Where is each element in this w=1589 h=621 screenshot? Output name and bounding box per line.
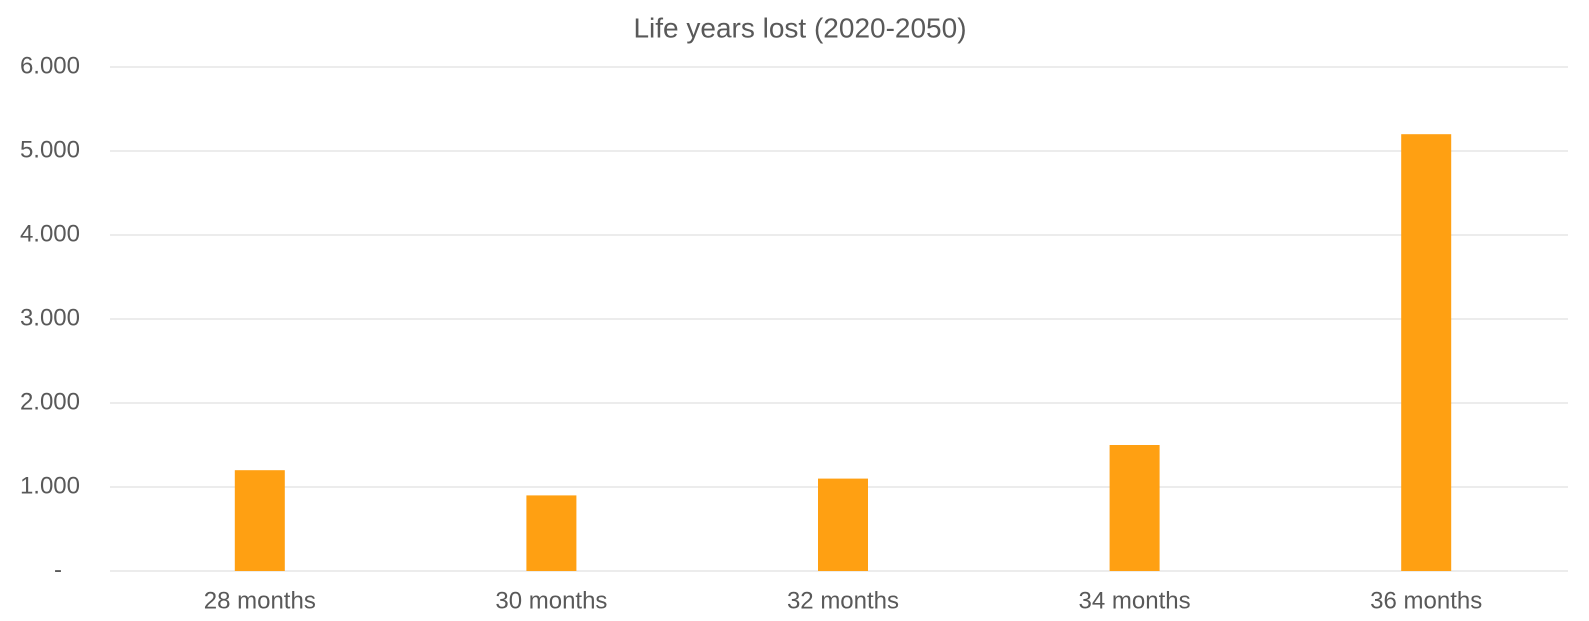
bar (1109, 445, 1160, 571)
y-tick-label: 6.000 (20, 52, 80, 79)
y-tick-label: 4.000 (20, 220, 80, 247)
y-tick-label: 3.000 (20, 304, 80, 331)
bar (818, 478, 868, 571)
x-tick-label: 34 months (1079, 587, 1191, 614)
y-tick-label: 1.000 (20, 472, 80, 499)
bar (234, 470, 285, 571)
x-tick-label: 28 months (204, 587, 316, 614)
bar (526, 495, 577, 571)
bar (1401, 134, 1452, 571)
x-tick-label: 30 months (495, 587, 607, 614)
x-tick-label: 32 months (787, 587, 899, 614)
chart-title: Life years lost (2020-2050) (633, 12, 966, 43)
y-tick-label: 2.000 (20, 388, 80, 415)
y-tick-label: 5.000 (20, 136, 80, 163)
y-tick-label: - (54, 556, 62, 583)
x-tick-label: 36 months (1370, 587, 1482, 614)
